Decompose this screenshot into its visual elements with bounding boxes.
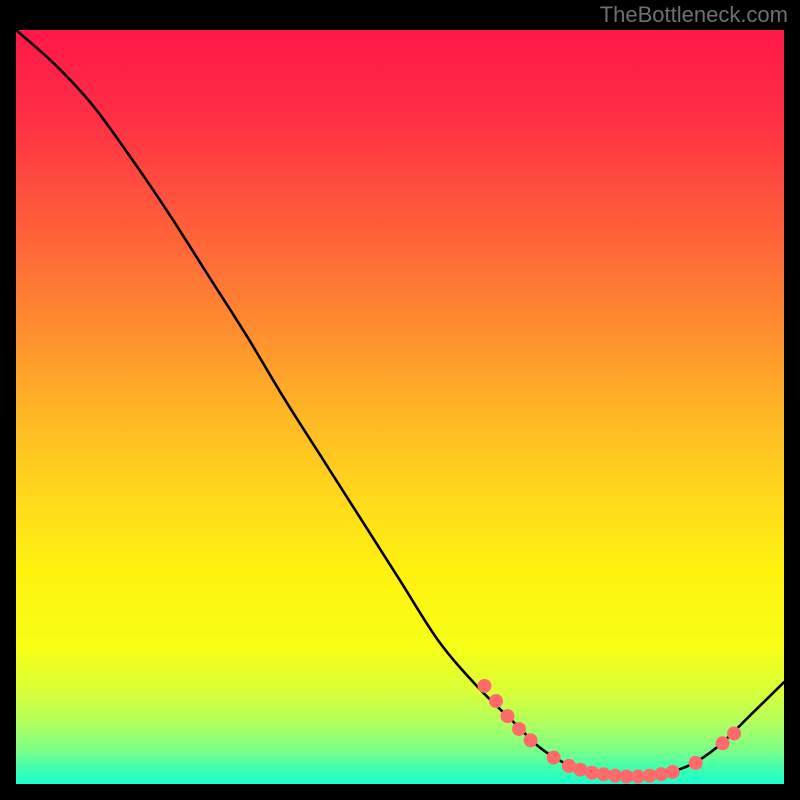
data-point-marker: [501, 709, 515, 723]
watermark-text: TheBottleneck.com: [600, 2, 788, 28]
data-point-marker: [666, 765, 680, 779]
data-point-marker: [547, 751, 561, 765]
data-point-marker: [524, 733, 538, 747]
bottleneck-curve: [16, 30, 784, 776]
data-point-marker: [716, 736, 730, 750]
data-point-marker: [512, 722, 526, 736]
data-point-marker: [489, 694, 503, 708]
data-point-marker: [727, 726, 741, 740]
chart-canvas: TheBottleneck.com: [0, 0, 800, 800]
plot-area: [16, 30, 784, 784]
data-point-marker: [477, 679, 491, 693]
data-point-marker: [689, 756, 703, 770]
curve-layer: [16, 30, 784, 784]
